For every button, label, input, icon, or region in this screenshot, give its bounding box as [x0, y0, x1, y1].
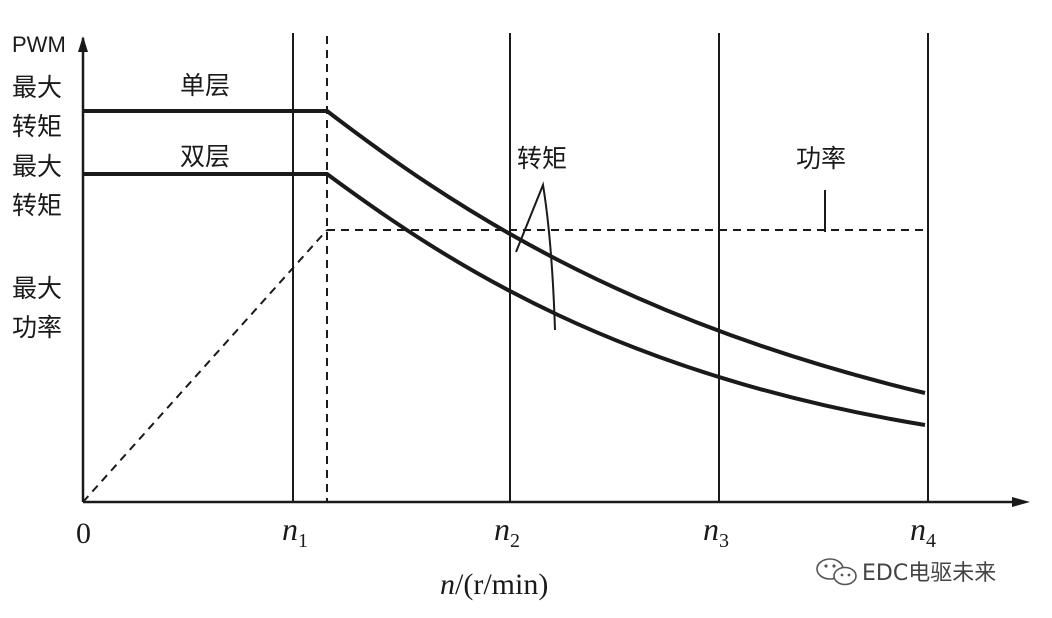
- wechat-icon: [816, 558, 857, 586]
- watermark-text: EDC电驱未来: [862, 561, 996, 586]
- torque-label: 转矩: [517, 144, 567, 173]
- x-tick-n3-sub: 3: [719, 530, 729, 552]
- x-axis-arrowhead: [1012, 497, 1030, 507]
- power-curve-ramp: [82, 229, 328, 503]
- x-axis-label-unit: /(r/min): [455, 568, 548, 601]
- x-tick-n1-sub: 1: [298, 530, 308, 552]
- torque-label-pointer: [515, 181, 556, 331]
- x-tick-n4-sub: 4: [926, 530, 936, 552]
- x-tick-n3: n3: [703, 511, 729, 552]
- double-layer-label: 双层: [180, 142, 230, 171]
- y-axis-arrowhead: [78, 36, 88, 52]
- y-label-single-max-torque-line1: 最大: [12, 73, 62, 102]
- power-label: 功率: [796, 144, 846, 173]
- x-tick-n2-base: n: [494, 511, 510, 547]
- y-label-double-max-torque-line2: 转矩: [12, 191, 62, 220]
- y-label-max-power-line1: 最大: [12, 274, 62, 303]
- x-origin-label: 0: [76, 517, 91, 550]
- single-layer-torque-curve: [83, 109, 926, 395]
- x-tick-n1-base: n: [282, 511, 298, 547]
- x-tick-n4: n4: [910, 511, 936, 552]
- single-layer-label: 单层: [180, 71, 230, 100]
- y-label-max-power-line2: 功率: [12, 313, 62, 342]
- y-label-double-max-torque-line1: 最大: [12, 152, 62, 181]
- x-tick-n2: n2: [494, 511, 520, 552]
- x-tick-n4-base: n: [910, 511, 926, 547]
- y-axis-title: PWM: [12, 32, 66, 57]
- x-tick-n1: n1: [282, 511, 308, 552]
- y-label-single-max-torque-line2: 转矩: [12, 112, 62, 141]
- x-axis-label-variable: n: [440, 568, 455, 601]
- x-tick-n2-sub: 2: [510, 530, 520, 552]
- double-layer-torque-curve: [83, 172, 926, 427]
- x-axis-label: n/(r/min): [440, 568, 548, 601]
- x-tick-n3-base: n: [703, 511, 719, 547]
